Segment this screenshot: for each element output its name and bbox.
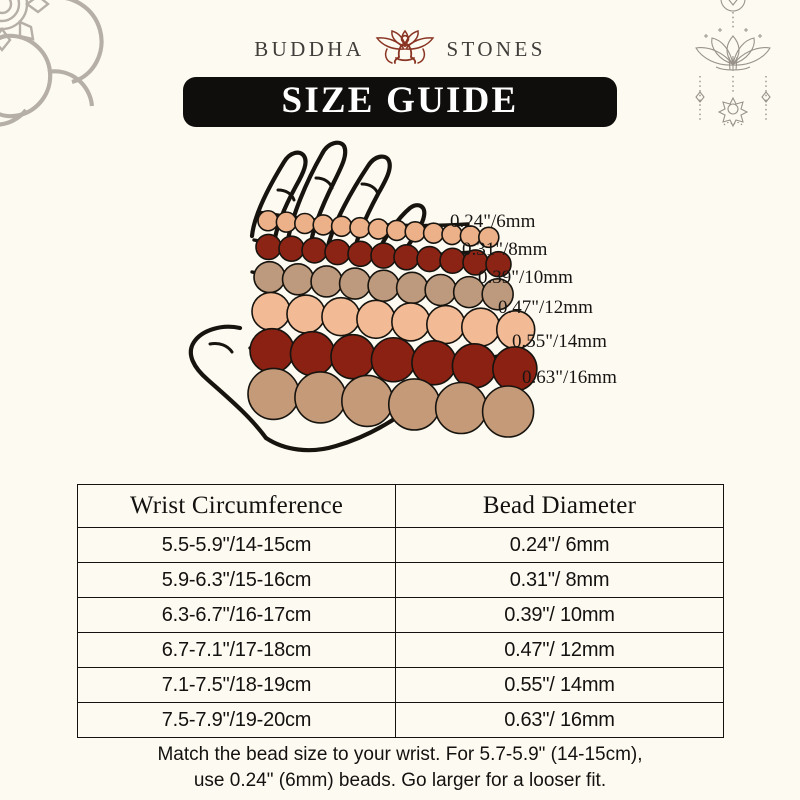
footer-note-line-1: Match the bead size to your wrist. For 5… <box>157 744 643 765</box>
bead <box>416 245 443 273</box>
bead <box>370 242 397 269</box>
table-row: 6.3-6.7"/16-17cm 0.39"/ 10mm <box>77 597 724 633</box>
bead <box>324 238 351 266</box>
bead <box>387 378 441 431</box>
hand-with-bracelets-illustration <box>180 128 660 468</box>
table-row: 5.9-6.3"/15-16cm 0.31"/ 8mm <box>77 562 724 598</box>
bracelet-row <box>249 327 538 392</box>
bead <box>286 294 326 334</box>
bead <box>312 214 334 236</box>
bead <box>330 215 353 238</box>
bracelet-row <box>257 209 500 249</box>
bracelet-row <box>255 233 512 278</box>
size-chart-table: Wrist Circumference Bead Diameter 5.5-5.… <box>77 484 724 738</box>
cell-bead-diameter: 0.47"/ 12mm <box>395 632 724 668</box>
bead-label-12mm: 0.47"/12mm <box>498 297 593 318</box>
bead <box>393 243 420 271</box>
bead <box>330 333 376 380</box>
cell-wrist-circumference: 7.1-7.5"/18-19cm <box>77 667 396 703</box>
bracelet-bead-rows <box>247 209 538 438</box>
bead <box>338 267 372 300</box>
mandala-flower-icon <box>0 0 104 127</box>
bead <box>294 371 347 424</box>
table-row: 7.5-7.9"/19-20cm 0.63"/ 16mm <box>77 702 724 738</box>
bead <box>481 277 514 311</box>
bead <box>289 330 336 377</box>
bead <box>255 233 282 261</box>
bead <box>370 336 417 383</box>
bead <box>249 327 295 374</box>
cell-wrist-circumference: 5.5-5.9"/14-15cm <box>77 527 396 563</box>
page-title: SIZE GUIDE <box>281 80 519 121</box>
bead <box>275 211 298 233</box>
bead <box>391 302 431 342</box>
bead <box>278 235 305 262</box>
bead-label-6mm: 0.24"/6mm <box>450 211 536 232</box>
bead <box>386 219 408 242</box>
bead <box>341 374 394 428</box>
bead <box>253 260 286 294</box>
cell-wrist-circumference: 7.5-7.9"/19-20cm <box>77 702 396 738</box>
table-header-wrist: Wrist Circumference <box>77 484 396 528</box>
bead-label-16mm: 0.63"/16mm <box>522 367 617 388</box>
bead <box>485 250 512 278</box>
bead <box>349 216 371 239</box>
bead <box>404 220 426 243</box>
cell-wrist-circumference: 6.7-7.1"/17-18cm <box>77 632 396 668</box>
bead <box>356 299 396 340</box>
lotus-meditation-figure-icon <box>376 29 435 64</box>
bead <box>347 240 374 268</box>
bracelet-row <box>247 367 535 438</box>
bead <box>481 385 535 438</box>
bead <box>367 218 390 240</box>
table-row: 7.1-7.5"/18-19cm 0.55"/ 14mm <box>77 667 724 703</box>
table-body: 5.5-5.9"/14-15cm 0.24"/ 6mm 5.9-6.3"/15-16… <box>77 527 724 738</box>
page-title-banner: SIZE GUIDE <box>183 77 617 127</box>
cell-wrist-circumference: 5.9-6.3"/15-16cm <box>77 562 396 598</box>
footer-note: Match the bead size to your wrist. For 5… <box>60 742 740 793</box>
table-header-row: Wrist Circumference Bead Diameter <box>77 484 724 528</box>
bead <box>310 265 343 298</box>
footer-note-line-2: use 0.24" (6mm) beads. Go larger for a l… <box>193 769 607 791</box>
bead <box>257 209 279 232</box>
bead <box>294 212 316 235</box>
table-row: 6.7-7.1"/17-18cm 0.47"/ 12mm <box>77 632 724 668</box>
table-row: 5.5-5.9"/14-15cm 0.24"/ 6mm <box>77 527 724 563</box>
bead-label-10mm: 0.39"/10mm <box>478 267 573 288</box>
bead <box>251 291 291 332</box>
bracelet-row <box>253 260 514 311</box>
bead <box>281 263 315 296</box>
cell-bead-diameter: 0.39"/ 10mm <box>395 597 724 633</box>
bead <box>395 271 429 305</box>
brand-logo: BUDDHA STONES <box>0 24 800 70</box>
bead-size-label-group: 0.24"/6mm 0.31"/8mm 0.39"/10mm 0.47"/12m… <box>440 128 770 468</box>
bead <box>477 226 500 249</box>
bead-label-8mm: 0.31"/8mm <box>462 239 548 260</box>
brand-word-left: BUDDHA <box>254 36 365 61</box>
cell-wrist-circumference: 6.3-6.7"/16-17cm <box>77 597 396 633</box>
bead-label-14mm: 0.55"/14mm <box>512 331 607 352</box>
bead <box>301 237 328 264</box>
cell-bead-diameter: 0.24"/ 6mm <box>395 527 724 563</box>
bead <box>367 269 400 303</box>
table-header-bead: Bead Diameter <box>395 484 724 528</box>
bracelet-row <box>251 291 536 350</box>
bead <box>247 367 300 421</box>
cell-bead-diameter: 0.55"/ 14mm <box>395 667 724 703</box>
bead <box>321 296 361 337</box>
brand-word-right: STONES <box>446 36 546 61</box>
cell-bead-diameter: 0.31"/ 8mm <box>395 562 724 598</box>
cell-bead-diameter: 0.63"/ 16mm <box>395 702 724 738</box>
